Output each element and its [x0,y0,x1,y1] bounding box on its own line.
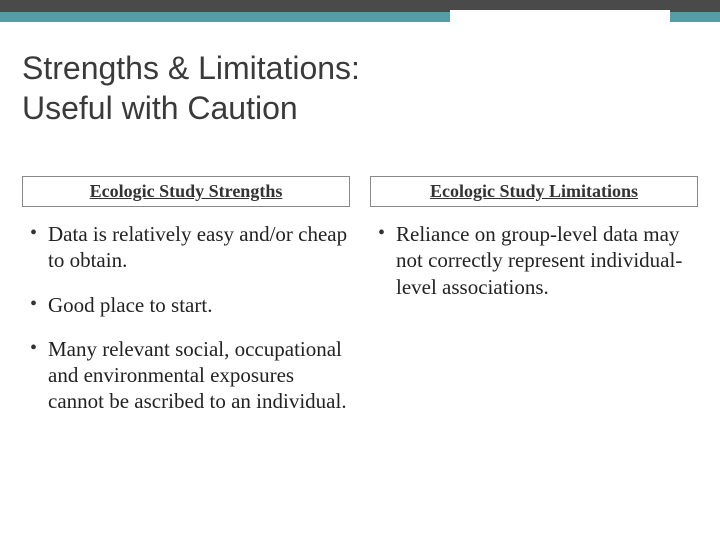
decorative-top-border [0,0,720,22]
limitations-header: Ecologic Study Limitations [370,176,698,207]
list-item: Good place to start. [28,292,350,318]
list-item: Reliance on group-level data may not cor… [376,221,698,300]
strengths-list: Data is relatively easy and/or cheap to … [22,221,350,415]
slide-title: Strengths & Limitations: Useful with Cau… [22,48,360,128]
left-column: Ecologic Study Strengths Data is relativ… [22,176,350,433]
list-item: Many relevant social, occupational and e… [28,336,350,415]
border-notch-2 [570,18,660,24]
strengths-header: Ecologic Study Strengths [22,176,350,207]
right-column: Ecologic Study Limitations Reliance on g… [370,176,698,433]
list-item: Data is relatively easy and/or cheap to … [28,221,350,274]
limitations-list: Reliance on group-level data may not cor… [370,221,698,300]
title-line-1: Strengths & Limitations: [22,50,360,86]
title-line-2: Useful with Caution [22,90,298,126]
content-area: Ecologic Study Strengths Data is relativ… [22,176,698,433]
